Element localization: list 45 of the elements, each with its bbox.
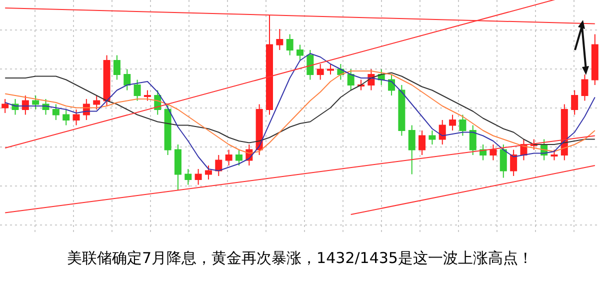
candlestick xyxy=(449,114,456,131)
candlestick xyxy=(490,144,497,161)
candlestick xyxy=(469,124,476,156)
candlestick xyxy=(72,109,80,126)
candlestick xyxy=(62,109,70,126)
candlestick xyxy=(164,104,172,156)
candlestick xyxy=(347,68,354,91)
candlestick xyxy=(296,44,304,61)
candlestick xyxy=(194,168,202,186)
candlestick xyxy=(398,84,406,136)
candlestick xyxy=(215,154,222,176)
candlestick xyxy=(204,165,212,180)
candlestick xyxy=(286,34,294,56)
candlestick xyxy=(560,104,568,161)
candlestick xyxy=(22,95,29,116)
text: 美联储确定7月降息，黄金再次暴涨，1432/1435是这一波上涨高点！ xyxy=(67,249,533,267)
candlestick xyxy=(459,114,466,136)
candlestick xyxy=(316,64,324,80)
candlestick xyxy=(276,28,284,50)
candlestick xyxy=(327,64,334,75)
candlestick xyxy=(134,79,141,102)
candlestick xyxy=(32,95,40,110)
candlestick xyxy=(500,144,507,178)
candlestick xyxy=(235,149,242,166)
candlestick xyxy=(591,34,598,86)
candlestick xyxy=(510,149,518,176)
candlestick xyxy=(225,149,232,166)
candlestick xyxy=(428,130,436,145)
candlestick xyxy=(184,168,192,186)
candlestick xyxy=(113,54,120,80)
candlestick xyxy=(256,104,263,156)
candlestick xyxy=(438,120,446,145)
candlestick xyxy=(174,144,182,190)
candlestick xyxy=(124,68,131,91)
candlestick xyxy=(52,104,60,120)
candlestick xyxy=(266,14,273,116)
candlestick xyxy=(144,90,151,102)
candlestick xyxy=(408,124,416,175)
candlestick xyxy=(418,130,426,156)
candlestick xyxy=(306,50,314,80)
candlestick xyxy=(550,149,558,161)
candlestick xyxy=(103,54,110,106)
candlestick xyxy=(2,98,9,114)
candlestick xyxy=(93,95,100,110)
candlestick xyxy=(571,90,578,116)
